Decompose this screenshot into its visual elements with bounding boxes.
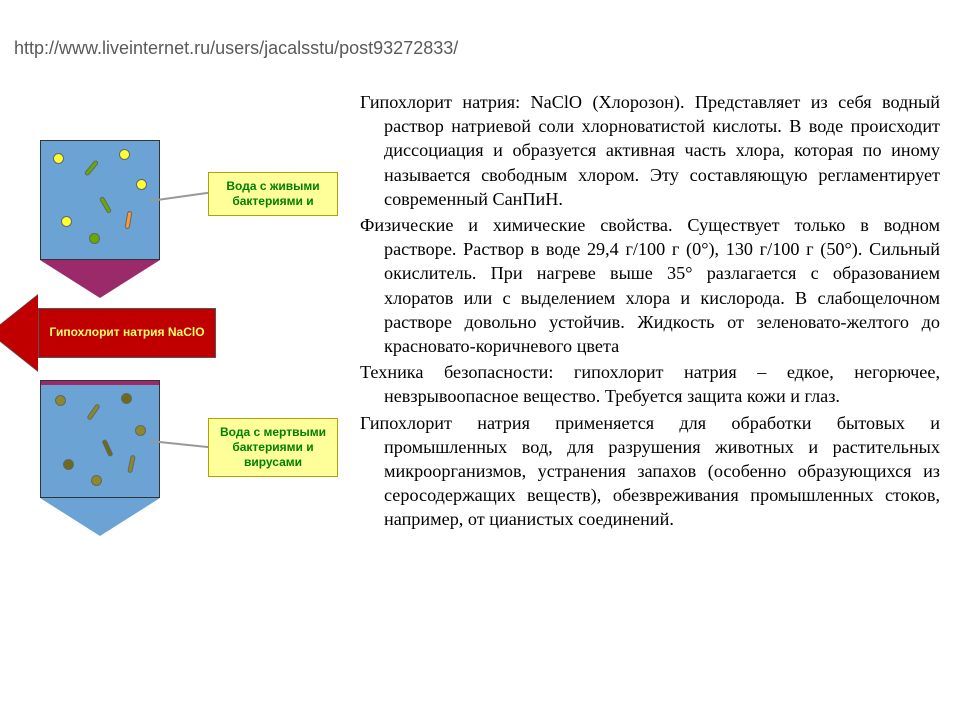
bottom-arrow (40, 380, 160, 536)
top-arrow-body (40, 140, 160, 260)
article-text: Гипохлорит натрия: NaClO (Хлорозон). Пре… (360, 90, 940, 534)
source-url: http://www.liveinternet.ru/users/jacalss… (14, 38, 458, 59)
top-arrow (40, 140, 160, 298)
red-arrow-head (0, 295, 38, 371)
paragraph-3: Техника безопасности: гипохлорит натрия … (384, 360, 940, 408)
callout-bottom: Вода с мертвыми бактериями и вирусами (208, 418, 338, 477)
red-arrow-label: Гипохлорит натрия NaClO (49, 326, 204, 339)
bottom-arrow-head (40, 498, 160, 536)
bottom-arrow-body (40, 380, 160, 498)
paragraph-4: Гипохлорит натрия применяется для обрабо… (384, 411, 940, 532)
callout-top: Вода с живыми бактериями и (208, 172, 338, 216)
paragraph-1: Гипохлорит натрия: NaClO (Хлорозон). Пре… (384, 90, 940, 211)
red-arrow-body: Гипохлорит натрия NaClO (38, 308, 216, 358)
top-arrow-head (40, 260, 160, 298)
callout-top-text: Вода с живыми бактериями и (226, 179, 319, 208)
paragraph-2: Физические и химические свойства. Сущест… (384, 213, 940, 358)
red-injection-arrow: Гипохлорит натрия NaClO (0, 295, 215, 371)
callout-bottom-text: Вода с мертвыми бактериями и вирусами (220, 425, 326, 469)
